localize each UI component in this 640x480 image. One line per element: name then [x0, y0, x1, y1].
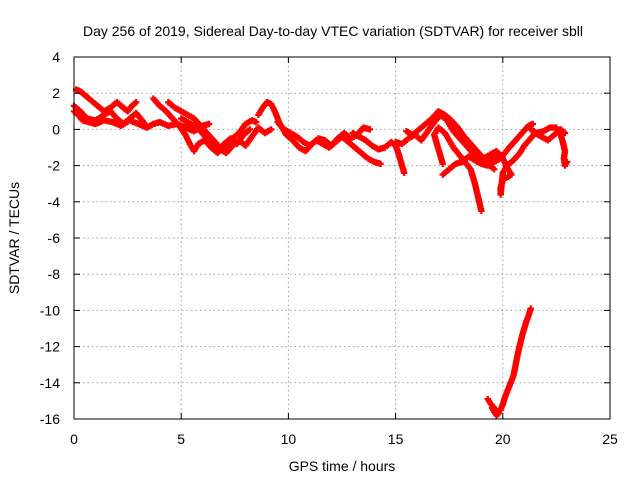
data-point [132, 99, 140, 106]
data-point [529, 120, 537, 128]
y-tick-label: 4 [52, 49, 60, 65]
data-point [268, 126, 275, 133]
series-arc-8 [274, 118, 384, 167]
data-point [478, 207, 485, 215]
x-tick-label: 15 [388, 431, 404, 447]
data-point [484, 395, 491, 403]
series-arc-12 [430, 124, 485, 215]
series-arc-16 [493, 305, 534, 417]
x-tick-label: 20 [495, 431, 511, 447]
grid-lines [74, 57, 610, 419]
y-tick-label: -2 [48, 158, 61, 174]
data-point [377, 160, 384, 167]
x-tick-label: 25 [602, 431, 618, 447]
data-point [246, 126, 254, 133]
data-point [141, 120, 148, 128]
x-tick-label: 10 [281, 431, 297, 447]
data-point [563, 158, 571, 166]
series-arc-2 [70, 102, 148, 128]
data-point [366, 126, 374, 133]
chart-title: Day 256 of 2019, Sidereal Day-to-day VTE… [83, 23, 583, 39]
x-tick-label: 0 [70, 431, 78, 447]
data-point [561, 129, 569, 137]
x-tick-label: 5 [177, 431, 185, 447]
data-point [491, 166, 498, 173]
series-arc-15 [527, 124, 571, 169]
y-tick-label: -4 [48, 194, 61, 210]
data-point [205, 120, 213, 128]
series-arc-17 [484, 395, 502, 419]
series-arc-6 [178, 115, 275, 157]
series-arc-9 [349, 129, 408, 177]
y-tick-label: -14 [40, 375, 60, 391]
y-tick-label: 0 [52, 121, 60, 137]
y-tick-label: 2 [52, 85, 60, 101]
x-axis-label: GPS time / hours [289, 458, 396, 474]
series-arc-3 [72, 86, 140, 115]
series-arc-14 [473, 126, 569, 198]
data-point [253, 118, 260, 126]
y-tick-label: -6 [48, 230, 61, 246]
y-tick-label: -8 [48, 266, 61, 282]
data-point [527, 305, 534, 312]
y-axis-label: SDTVAR / TECUs [6, 182, 22, 294]
y-tick-label: -16 [40, 411, 60, 427]
data-points [70, 86, 571, 419]
y-tick-label: -10 [40, 302, 60, 318]
y-tick-label: -12 [40, 339, 60, 355]
data-point [400, 169, 408, 177]
